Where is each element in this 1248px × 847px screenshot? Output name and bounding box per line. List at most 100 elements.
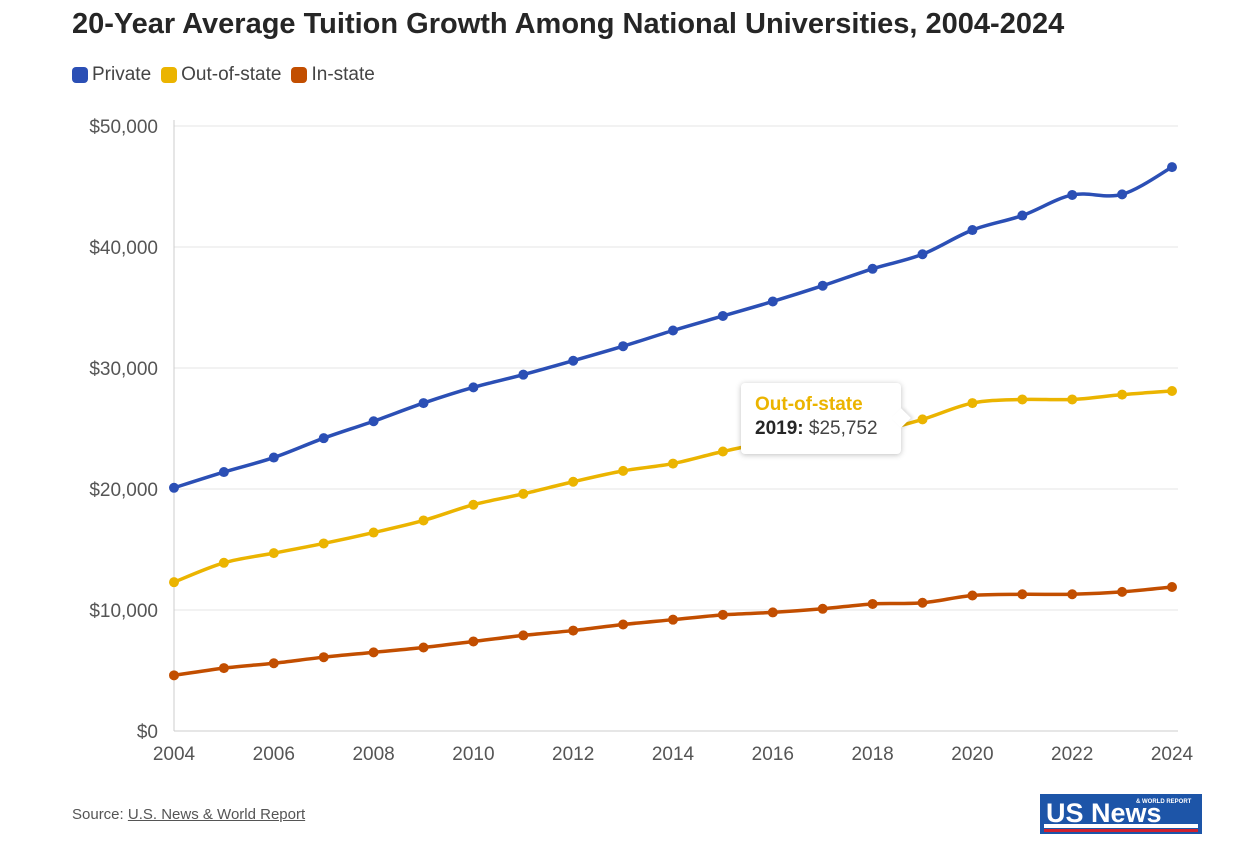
x-tick-label: 2022	[1051, 744, 1093, 765]
data-point-in-state[interactable]	[967, 590, 978, 601]
data-point-in-state[interactable]	[1117, 586, 1128, 597]
source-note: Source: U.S. News & World Report	[72, 806, 305, 823]
data-point-in-state[interactable]	[668, 614, 678, 625]
data-point-in-state[interactable]	[368, 647, 379, 658]
y-tick-label: $0	[137, 722, 158, 743]
tooltip-year: 2019:	[755, 418, 804, 439]
data-point-out-of-state[interactable]	[518, 488, 529, 499]
x-tick-label: 2006	[253, 744, 295, 765]
data-point-out-of-state[interactable]	[717, 446, 728, 457]
data-point-in-state[interactable]	[318, 652, 329, 663]
legend-label-in-state: In-state	[311, 64, 375, 85]
data-point-private[interactable]	[618, 341, 629, 352]
logo-stripe	[1044, 824, 1198, 828]
data-point-private[interactable]	[917, 249, 928, 260]
x-tick-label: 2004	[153, 744, 196, 765]
axes: $0 $10,000 $20,000 $30,000 $40,000 $50,000 200…	[89, 117, 1193, 765]
legend-label-out-of-state: Out-of-state	[181, 64, 282, 85]
data-point-out-of-state[interactable]	[468, 499, 479, 510]
data-point-private[interactable]	[568, 355, 579, 366]
data-point-private[interactable]	[867, 263, 878, 274]
data-point-in-state[interactable]	[268, 658, 279, 669]
data-point-in-state[interactable]	[518, 630, 529, 641]
data-point-in-state[interactable]	[418, 642, 429, 653]
data-point-in-state[interactable]	[867, 598, 878, 609]
data-point-out-of-state[interactable]	[1167, 385, 1177, 396]
data-point-out-of-state[interactable]	[1017, 394, 1028, 405]
data-point-in-state[interactable]	[767, 607, 778, 618]
data-point-out-of-state[interactable]	[368, 527, 379, 538]
legend: Private Out-of-state In-state	[72, 64, 385, 86]
legend-label-private: Private	[92, 64, 152, 85]
y-tick-label: $30,000	[89, 359, 158, 380]
line-chart: $0 $10,000 $20,000 $30,000 $40,000 $50,000 200…	[89, 117, 1193, 765]
legend-item-private[interactable]: Private	[72, 64, 151, 86]
tooltip-value-line: 2019: $25,752	[755, 418, 901, 440]
x-tick-label: 2020	[951, 744, 993, 765]
data-point-out-of-state[interactable]	[618, 465, 629, 476]
data-point-private[interactable]	[717, 310, 728, 321]
data-point-private[interactable]	[518, 369, 529, 380]
y-tick-label: $10,000	[89, 601, 158, 622]
data-point-out-of-state[interactable]	[1117, 389, 1128, 400]
data-point-out-of-state[interactable]	[169, 577, 179, 588]
x-tick-label: 2012	[552, 744, 594, 765]
data-point-out-of-state[interactable]	[268, 548, 279, 559]
source-link[interactable]: U.S. News & World Report	[127, 806, 306, 823]
data-point-private[interactable]	[817, 280, 828, 291]
data-point-in-state[interactable]	[1017, 589, 1028, 600]
grid	[174, 125, 1178, 732]
data-point-in-state[interactable]	[717, 609, 728, 620]
y-tick-label: $20,000	[89, 480, 158, 501]
data-point-private[interactable]	[767, 296, 778, 307]
source-label: Source:	[72, 806, 124, 823]
data-point-private[interactable]	[318, 433, 329, 444]
legend-swatch-in-state	[291, 67, 308, 83]
data-point-private[interactable]	[967, 225, 978, 236]
x-tick-label: 2018	[851, 744, 893, 765]
data-point-in-state[interactable]	[1067, 589, 1078, 600]
x-tick-label: 2016	[752, 744, 794, 765]
chart-title: 20-Year Average Tuition Growth Among Nat…	[72, 8, 1065, 40]
legend-item-in-state[interactable]: In-state	[291, 64, 375, 86]
data-point-private[interactable]	[218, 467, 229, 478]
data-point-private[interactable]	[418, 398, 429, 409]
data-point-out-of-state[interactable]	[318, 538, 329, 549]
data-point-out-of-state[interactable]	[917, 414, 928, 425]
data-point-in-state[interactable]	[468, 636, 479, 647]
x-tick-label: 2024	[1151, 744, 1194, 765]
data-point-private[interactable]	[1117, 189, 1128, 200]
tooltip-series-name: Out-of-state	[755, 394, 863, 415]
us-news-logo[interactable]: US News & WORLD REPORT	[1040, 794, 1202, 834]
data-point-in-state[interactable]	[218, 663, 229, 674]
data-point-out-of-state[interactable]	[218, 557, 229, 568]
legend-swatch-out-of-state	[161, 67, 178, 83]
data-point-in-state[interactable]	[169, 670, 179, 681]
data-point-in-state[interactable]	[1167, 582, 1177, 593]
data-point-private[interactable]	[1017, 210, 1028, 221]
data-point-in-state[interactable]	[568, 625, 579, 636]
data-point-out-of-state[interactable]	[418, 515, 429, 526]
data-point-out-of-state[interactable]	[967, 398, 978, 409]
data-point-private[interactable]	[268, 452, 279, 463]
data-point-private[interactable]	[1167, 162, 1177, 173]
data-point-out-of-state[interactable]	[1067, 394, 1078, 405]
data-point-out-of-state[interactable]	[568, 476, 579, 487]
data-point-in-state[interactable]	[917, 597, 928, 608]
logo-subtext: & WORLD REPORT	[1136, 799, 1192, 805]
y-tick-label: $40,000	[89, 238, 158, 259]
tooltip: Out-of-state 2019: $25,752	[741, 383, 911, 454]
data-point-private[interactable]	[169, 482, 179, 493]
x-tick-label: 2008	[352, 744, 394, 765]
data-point-out-of-state[interactable]	[668, 458, 678, 469]
x-tick-label: 2014	[652, 744, 695, 765]
data-point-in-state[interactable]	[817, 603, 828, 614]
data-point-in-state[interactable]	[618, 619, 629, 630]
data-point-private[interactable]	[368, 416, 379, 427]
series-lines	[169, 162, 1177, 681]
data-point-private[interactable]	[1067, 189, 1078, 200]
legend-item-out-of-state[interactable]: Out-of-state	[161, 64, 281, 86]
data-point-private[interactable]	[468, 382, 479, 393]
data-point-private[interactable]	[668, 325, 678, 336]
logo-text: US News	[1046, 798, 1162, 828]
